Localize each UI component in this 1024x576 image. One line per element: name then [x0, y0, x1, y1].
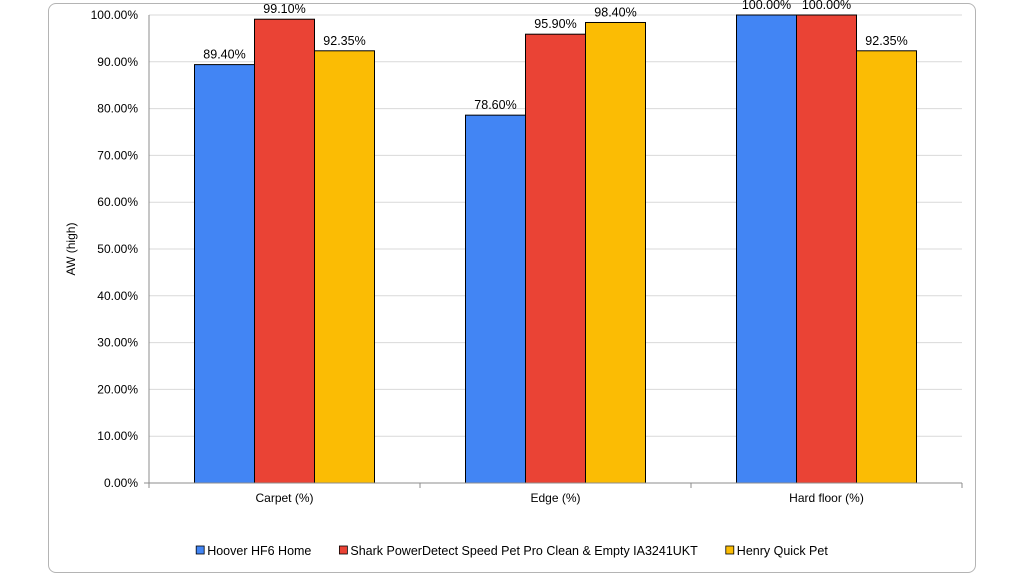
- axes: 0.00% 10.00% 20.00% 30.00% 40.00% 50.00% 60.00…: [91, 8, 963, 505]
- bar: [736, 14, 797, 484]
- data-label: 89.40%: [203, 48, 245, 62]
- y-tick-label: 90.00%: [97, 55, 138, 69]
- bar: [796, 14, 857, 484]
- legend-label: Henry Quick Pet: [737, 544, 829, 558]
- y-axis-title: AW (high): [64, 223, 78, 276]
- data-label: 99.10%: [263, 2, 305, 16]
- y-tick-label: 40.00%: [97, 289, 138, 303]
- data-label: 100.00%: [742, 0, 791, 12]
- data-label: 78.60%: [474, 98, 516, 112]
- data-label: 100.00%: [802, 0, 851, 12]
- legend: Hoover HF6 Home Shark PowerDetect Speed P…: [195, 544, 829, 558]
- bars: 89.40% 99.10% 92.35% 78.60% 95.90% 98.40% 100.…: [194, 0, 917, 484]
- y-tick-label: 100.00%: [91, 8, 139, 22]
- legend-label: Shark PowerDetect Speed Pet Pro Clean & …: [350, 544, 698, 558]
- x-tick-label: Edge (%): [530, 491, 580, 505]
- y-tick-label: 60.00%: [97, 195, 138, 209]
- x-tick-label: Carpet (%): [255, 491, 313, 505]
- data-label: 92.35%: [323, 34, 365, 48]
- bar: [465, 114, 526, 484]
- data-label: 95.90%: [534, 17, 576, 31]
- y-tick-label: 50.00%: [97, 242, 138, 256]
- bar: [585, 21, 646, 484]
- y-tick-label: 30.00%: [97, 336, 138, 350]
- y-tick-label: 70.00%: [97, 148, 138, 162]
- bar: [314, 50, 375, 484]
- data-label: 92.35%: [865, 34, 907, 48]
- legend-swatch: [338, 545, 348, 555]
- bar: [856, 50, 917, 484]
- bar: [525, 33, 586, 484]
- y-tick-label: 10.00%: [97, 429, 138, 443]
- legend-label: Hoover HF6 Home: [207, 544, 311, 558]
- x-tick-label: Hard floor (%): [789, 491, 864, 505]
- y-tick-label: 80.00%: [97, 102, 138, 116]
- data-label: 98.40%: [594, 5, 636, 19]
- bar: [194, 64, 255, 484]
- y-tick-label: 20.00%: [97, 382, 138, 396]
- y-tick-label: 0.00%: [104, 476, 138, 490]
- legend-swatch: [195, 545, 205, 555]
- bar: [254, 18, 315, 484]
- legend-swatch: [725, 545, 735, 555]
